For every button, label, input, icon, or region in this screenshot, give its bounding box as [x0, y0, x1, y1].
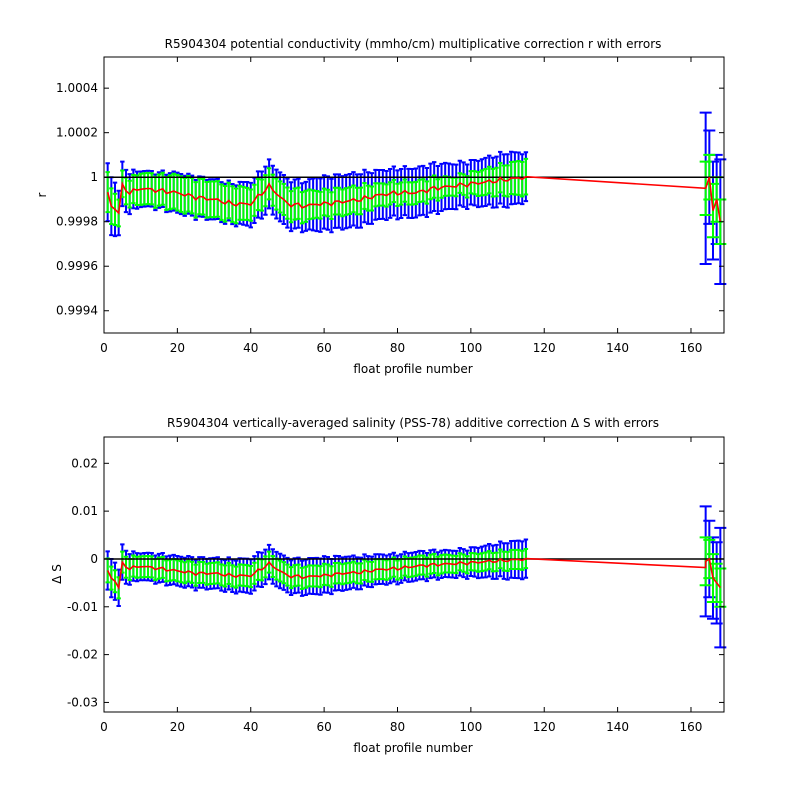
x-tick-label: 160 [680, 720, 703, 734]
y-tick-label: -0.03 [67, 695, 98, 709]
x-tick-label: 140 [606, 341, 629, 355]
y-tick-label: 0.9998 [56, 215, 98, 229]
x-tick-label: 100 [459, 720, 482, 734]
chart-title: R5904304 vertically-averaged salinity (P… [167, 416, 659, 430]
chart-salinity-correction: R5904304 vertically-averaged salinity (P… [50, 416, 727, 755]
correction-line [106, 557, 721, 591]
x-tick-label: 100 [459, 341, 482, 355]
x-tick-label: 60 [316, 341, 331, 355]
correction-line [106, 175, 722, 222]
plot-area [104, 505, 727, 649]
y-tick-label: 0 [90, 552, 98, 566]
y-axis-label: r [35, 192, 49, 197]
plot-area [104, 111, 727, 286]
x-tick-label: 160 [680, 341, 703, 355]
x-tick-label: 140 [606, 720, 629, 734]
x-tick-label: 60 [316, 720, 331, 734]
x-tick-label: 80 [390, 720, 405, 734]
chart-title: R5904304 potential conductivity (mmho/cm… [165, 37, 662, 51]
x-tick-label: 20 [170, 720, 185, 734]
x-tick-label: 40 [243, 720, 258, 734]
y-tick-label: 0.9996 [56, 259, 98, 273]
axis-ticks: 0 20 40 60 80 100 120 140 160 0.9994 0.9996 0.9998 1… [56, 57, 724, 355]
x-tick-label: 40 [243, 341, 258, 355]
y-tick-label: 1.0004 [56, 81, 98, 95]
axes-box [103, 56, 725, 334]
y-tick-label: 0.02 [71, 456, 98, 470]
y-tick-label: 1.0002 [56, 126, 98, 140]
x-tick-label: 80 [390, 341, 405, 355]
y-tick-label: 0.9994 [56, 304, 98, 318]
axis-ticks: 0 20 40 60 80 100 120 140 160 -0.03 -0.02 -0.01 0 0.0… [67, 437, 724, 734]
y-tick-label: -0.01 [67, 600, 98, 614]
y-tick-label: 1 [90, 170, 98, 184]
chart-conductivity-correction: R5904304 potential conductivity (mmho/cm… [35, 37, 727, 376]
x-axis-label: float profile number [353, 362, 472, 376]
x-tick-label: 0 [100, 720, 108, 734]
x-tick-label: 120 [533, 341, 556, 355]
y-axis-label: Δ S [50, 564, 64, 584]
axes-box [103, 436, 725, 713]
x-tick-label: 20 [170, 341, 185, 355]
y-tick-label: -0.02 [67, 648, 98, 662]
y-tick-label: 0.01 [71, 504, 98, 518]
x-axis-label: float profile number [353, 741, 472, 755]
x-tick-label: 0 [100, 341, 108, 355]
x-tick-label: 120 [533, 720, 556, 734]
